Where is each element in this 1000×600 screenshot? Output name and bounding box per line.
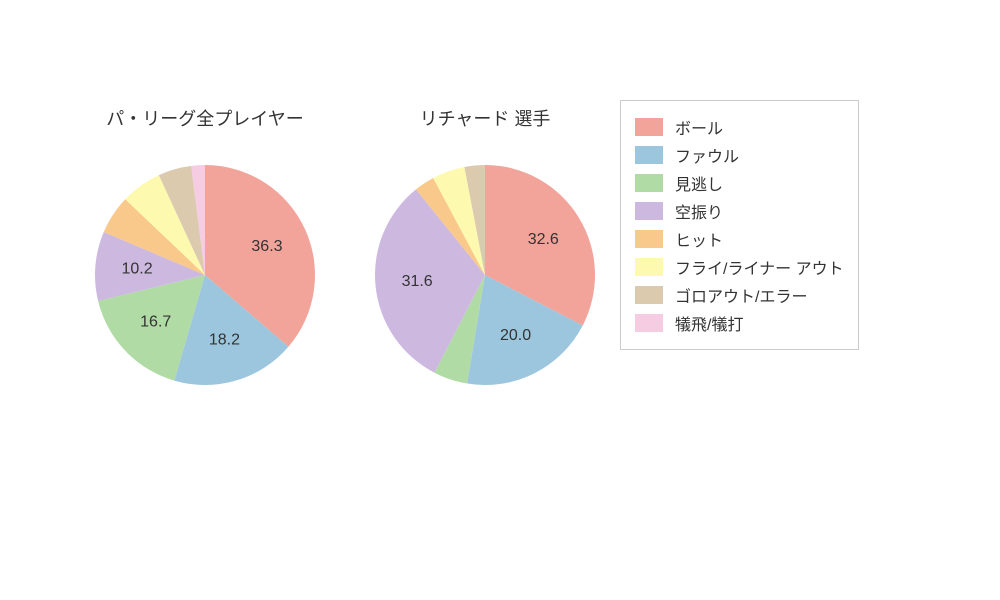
- pie-label-swing: 10.2: [121, 261, 152, 278]
- pie-label-foul: 18.2: [209, 332, 240, 349]
- chart-container: パ・リーグ全プレイヤー 36.3 18.2 16.7 10.2 リチャード 選手 32…: [0, 0, 1000, 600]
- pie-chart-1: 36.3 18.2 16.7 10.2: [80, 150, 330, 400]
- legend-item-ball: ボール: [635, 115, 844, 139]
- legend-swatch-hit: [635, 230, 663, 248]
- legend-item-hit: ヒット: [635, 227, 844, 251]
- legend-label-sacrifice: 犠飛/犠打: [675, 311, 743, 335]
- legend-item-swing: 空振り: [635, 199, 844, 223]
- legend-swatch-sacrifice: [635, 314, 663, 332]
- legend-label-hit: ヒット: [675, 227, 723, 251]
- legend: ボールファウル見逃し空振りヒットフライ/ライナー アウトゴロアウト/エラー犠飛/…: [620, 100, 859, 350]
- pie-label-ball: 36.3: [251, 238, 282, 255]
- legend-swatch-swing: [635, 202, 663, 220]
- legend-label-flyout: フライ/ライナー アウト: [675, 255, 844, 279]
- legend-item-foul: ファウル: [635, 143, 844, 167]
- legend-item-groundout: ゴロアウト/エラー: [635, 283, 844, 307]
- pie-svg-1: 36.3 18.2 16.7 10.2: [80, 150, 330, 400]
- pie-label-ball: 32.6: [528, 231, 559, 248]
- chart-title-2: リチャード 選手: [360, 105, 610, 131]
- legend-label-ball: ボール: [675, 115, 723, 139]
- legend-label-swing: 空振り: [675, 199, 723, 223]
- legend-swatch-groundout: [635, 286, 663, 304]
- pie-chart-2: 32.6 20.0 31.6: [360, 150, 610, 400]
- legend-swatch-ball: [635, 118, 663, 136]
- legend-label-looking: 見逃し: [675, 171, 723, 195]
- legend-item-sacrifice: 犠飛/犠打: [635, 311, 844, 335]
- chart-title-1: パ・リーグ全プレイヤー: [80, 105, 330, 131]
- pie-svg-2: 32.6 20.0 31.6: [360, 150, 610, 400]
- legend-swatch-looking: [635, 174, 663, 192]
- pie-label-looking: 16.7: [140, 313, 171, 330]
- pie-label-swing: 31.6: [402, 273, 433, 290]
- legend-label-groundout: ゴロアウト/エラー: [675, 283, 807, 307]
- legend-item-looking: 見逃し: [635, 171, 844, 195]
- legend-swatch-flyout: [635, 258, 663, 276]
- legend-swatch-foul: [635, 146, 663, 164]
- pie-label-foul: 20.0: [500, 327, 531, 344]
- legend-label-foul: ファウル: [675, 143, 739, 167]
- legend-item-flyout: フライ/ライナー アウト: [635, 255, 844, 279]
